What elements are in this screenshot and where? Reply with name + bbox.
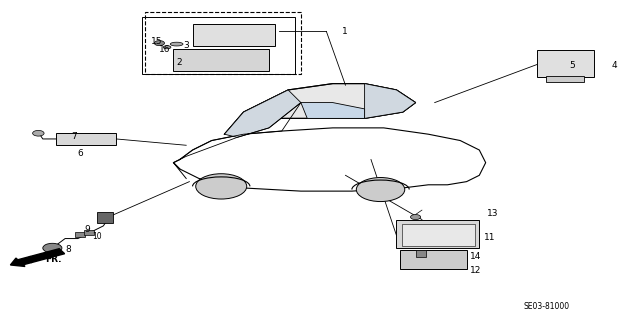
Text: SE03-81000: SE03-81000: [524, 302, 570, 311]
Polygon shape: [225, 84, 415, 134]
Text: 16: 16: [159, 45, 171, 54]
Bar: [193, 24, 275, 46]
Circle shape: [410, 214, 420, 219]
Polygon shape: [225, 90, 301, 137]
Bar: [97, 212, 113, 223]
Bar: [141, 17, 294, 74]
Bar: [537, 50, 594, 77]
Text: 9: 9: [84, 225, 90, 234]
Text: 3: 3: [183, 41, 189, 50]
Bar: [56, 133, 116, 145]
Bar: [75, 232, 85, 237]
Text: 12: 12: [470, 266, 481, 275]
Bar: [401, 224, 475, 246]
Bar: [399, 250, 467, 269]
Ellipse shape: [170, 42, 183, 46]
Text: 14: 14: [470, 252, 481, 261]
Ellipse shape: [33, 130, 44, 136]
Text: 15: 15: [151, 37, 163, 46]
Text: 8: 8: [65, 245, 71, 254]
Polygon shape: [365, 84, 415, 118]
Text: 13: 13: [487, 209, 499, 219]
Circle shape: [196, 174, 246, 199]
Bar: [546, 76, 584, 82]
Circle shape: [43, 243, 62, 253]
Bar: [84, 230, 95, 235]
Text: 2: 2: [177, 58, 182, 67]
FancyArrow shape: [10, 249, 65, 266]
Text: 7: 7: [72, 132, 77, 141]
Text: 1: 1: [342, 27, 348, 36]
Text: FR.: FR.: [45, 255, 61, 263]
Polygon shape: [301, 103, 365, 118]
Bar: [396, 219, 479, 248]
Text: 6: 6: [78, 149, 84, 158]
Text: 11: 11: [484, 233, 496, 242]
Bar: [173, 49, 269, 71]
Circle shape: [356, 178, 404, 202]
Text: 10: 10: [93, 232, 102, 241]
Bar: [415, 250, 426, 256]
Text: 5: 5: [569, 61, 575, 70]
Circle shape: [154, 41, 164, 46]
Text: 4: 4: [612, 61, 618, 70]
Ellipse shape: [163, 46, 171, 49]
